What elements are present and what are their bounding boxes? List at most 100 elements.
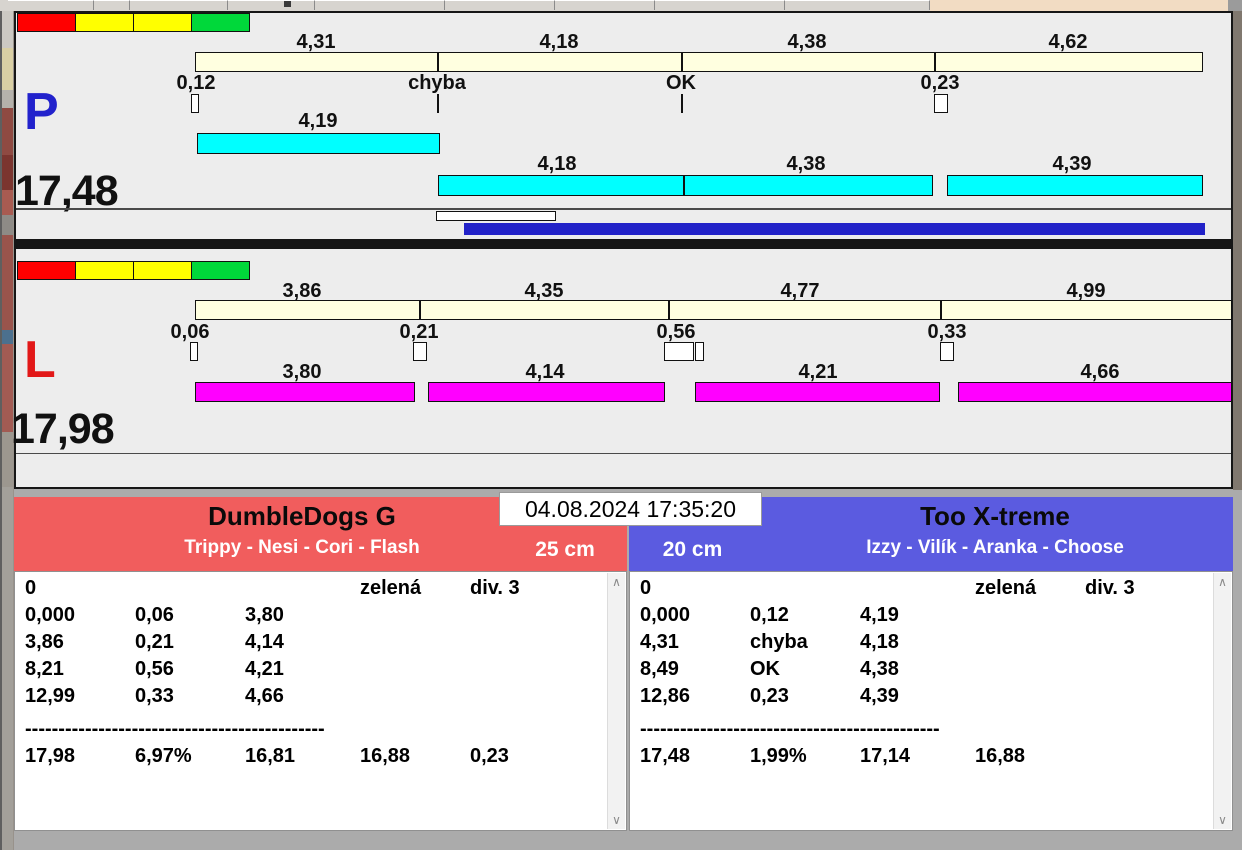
split-bar-divider <box>940 301 942 319</box>
log-light: zelená <box>360 577 422 599</box>
team-right-name: Too X-treme <box>920 501 1070 531</box>
scroll-down-icon[interactable]: ∨ <box>1218 813 1227 827</box>
log-cell: 0,23 <box>750 685 789 707</box>
log-total: 16,81 <box>245 745 296 767</box>
log-total: 1,99% <box>750 745 807 767</box>
log-start: 0 <box>25 577 37 599</box>
left-sliver-block <box>2 155 13 190</box>
split-time-label: 4,18 <box>539 31 579 53</box>
left-sliver-block <box>2 215 13 235</box>
log-row: 12,99 0,33 4,66 <box>15 685 608 712</box>
top-strip-cell <box>315 0 445 10</box>
event-marker-box <box>695 342 704 361</box>
status-light-red <box>17 261 76 280</box>
split-bar-divider <box>668 301 670 319</box>
split-time-label: 4,99 <box>1066 280 1106 302</box>
column-splitter-mark <box>284 1 291 7</box>
progress-panel-top-line <box>16 208 1231 210</box>
top-strip-cell <box>445 0 555 10</box>
event-marker-box <box>191 94 199 113</box>
split-bar-divider <box>934 53 936 71</box>
log-cell: OK <box>750 658 780 680</box>
left-sliver-block <box>2 108 13 155</box>
log-cell: 12,99 <box>25 685 76 707</box>
lane-p-panel <box>14 11 1233 241</box>
scrollbar[interactable]: ∧ ∨ <box>607 573 625 829</box>
scroll-down-icon[interactable]: ∨ <box>612 813 621 827</box>
log-separator-row: ----------------------------------------… <box>630 718 1214 745</box>
left-sliver-block <box>2 432 13 487</box>
background-window-right-sliver <box>1233 11 1242 490</box>
split-time-label: 4,38 <box>787 31 827 53</box>
run-time-label: 4,66 <box>1080 361 1120 383</box>
run-bar <box>958 382 1232 402</box>
log-row: 0,000 0,12 4,19 <box>630 604 1214 631</box>
split-bar-l <box>195 300 1232 320</box>
log-separator-row: ----------------------------------------… <box>15 718 608 745</box>
log-cell: 4,19 <box>860 604 899 626</box>
log-cell: 4,31 <box>640 631 679 653</box>
left-sliver-edge-line <box>0 11 2 850</box>
run-bar <box>947 175 1203 196</box>
run-bar <box>438 175 933 196</box>
log-cell: 0,56 <box>135 658 174 680</box>
event-marker-box <box>934 94 948 113</box>
run-time-label: 4,19 <box>298 110 338 132</box>
run-time-label: 4,18 <box>537 153 577 175</box>
scrollbar[interactable]: ∧ ∨ <box>1213 573 1231 829</box>
event-marker-box <box>940 342 954 361</box>
event-label: OK <box>666 72 696 94</box>
team-right-run-log[interactable]: 0 zelená div. 3 0,000 0,12 4,19 4,31 chy… <box>629 571 1233 831</box>
log-total: 6,97% <box>135 745 192 767</box>
team-left-run-log[interactable]: 0 zelená div. 3 0,000 0,06 3,80 3,86 0,2… <box>14 571 627 831</box>
log-row: 3,86 0,21 4,14 <box>15 631 608 658</box>
top-strip-cell <box>785 0 930 10</box>
event-label: 0,12 <box>176 72 216 94</box>
lane-divider <box>14 241 1233 247</box>
status-light-green <box>191 13 250 32</box>
background-window-top-strip <box>0 0 1242 11</box>
log-start: 0 <box>640 577 652 599</box>
log-header-row: 0 zelená div. 3 <box>15 577 608 604</box>
log-header-row: 0 zelená div. 3 <box>630 577 1214 604</box>
status-light-blocks-l <box>17 261 250 280</box>
event-marker-tick <box>437 94 439 113</box>
event-label: 0,21 <box>399 321 439 343</box>
team-right-jump-height: 20 cm <box>662 538 723 561</box>
scroll-up-icon[interactable]: ∧ <box>1218 575 1227 589</box>
event-label: 0,06 <box>170 321 210 343</box>
run-bar <box>695 382 940 402</box>
log-total: 16,88 <box>360 745 411 767</box>
left-sliver-block <box>2 190 13 215</box>
log-cell: 8,49 <box>640 658 679 680</box>
run-time-label: 4,38 <box>786 153 826 175</box>
team-right-dogs: Izzy - Vilík - Aranka - Choose <box>866 537 1124 558</box>
split-time-label: 4,31 <box>296 31 336 53</box>
log-cell: 0,33 <box>135 685 174 707</box>
log-total: 17,98 <box>25 745 76 767</box>
left-sliver-block <box>2 90 13 108</box>
scroll-up-icon[interactable]: ∧ <box>612 575 621 589</box>
log-cell: 0,21 <box>135 631 174 653</box>
log-separator: ----------------------------------------… <box>640 718 940 740</box>
log-separator: ----------------------------------------… <box>25 718 325 740</box>
log-cell: 4,14 <box>245 631 284 653</box>
run-bar-divider <box>683 176 685 195</box>
left-sliver-block <box>2 48 13 90</box>
progress-panel-top-line <box>16 453 1231 454</box>
left-sliver-block <box>2 487 13 850</box>
split-time-label: 3,86 <box>282 280 322 302</box>
log-cell: 0,06 <box>135 604 174 626</box>
progress-white-bar <box>436 211 556 221</box>
log-row: 0,000 0,06 3,80 <box>15 604 608 631</box>
log-total: 17,14 <box>860 745 911 767</box>
top-strip-cell <box>130 0 228 10</box>
status-light-blocks-p <box>17 13 250 32</box>
top-strip-cell <box>555 0 655 10</box>
log-cell: 4,18 <box>860 631 899 653</box>
log-total: 17,48 <box>640 745 691 767</box>
lane-total-p: 17,48 <box>15 167 119 215</box>
event-label: 0,33 <box>927 321 967 343</box>
log-body: 0 zelená div. 3 0,000 0,12 4,19 4,31 chy… <box>630 577 1214 830</box>
